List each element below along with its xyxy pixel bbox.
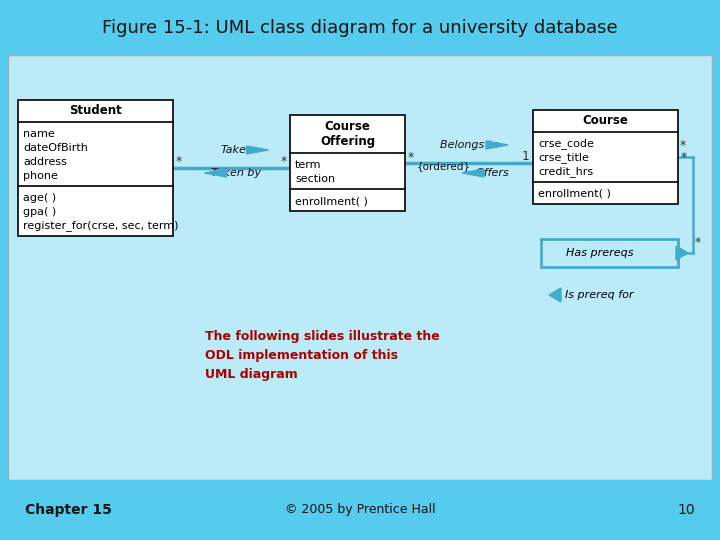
Bar — [18, 100, 173, 236]
Text: *: * — [681, 151, 688, 164]
Text: name: name — [23, 129, 55, 139]
Text: phone: phone — [23, 171, 58, 181]
Text: gpa( ): gpa( ) — [23, 207, 56, 217]
Text: Takes: Takes — [221, 145, 252, 155]
Text: *: * — [281, 156, 287, 168]
Text: Course: Course — [325, 119, 370, 132]
Polygon shape — [549, 288, 561, 302]
Text: Has prereqs: Has prereqs — [566, 248, 634, 258]
Bar — [541, 239, 678, 267]
Text: *: * — [680, 139, 686, 152]
Text: term: term — [295, 160, 322, 170]
Text: 10: 10 — [678, 503, 695, 517]
Text: section: section — [295, 174, 335, 184]
Text: enrollment( ): enrollment( ) — [295, 196, 368, 206]
Text: Offers: Offers — [475, 168, 509, 178]
Text: address: address — [23, 157, 67, 167]
Polygon shape — [246, 146, 269, 154]
Text: enrollment( ): enrollment( ) — [538, 189, 611, 199]
Text: 1: 1 — [522, 151, 530, 164]
Text: Course: Course — [582, 114, 629, 127]
Bar — [0, 0, 720, 55]
Text: Student: Student — [69, 105, 122, 118]
Text: register_for(crse, sec, term): register_for(crse, sec, term) — [23, 220, 179, 232]
Text: age( ): age( ) — [23, 193, 56, 203]
Text: *: * — [695, 236, 701, 249]
Text: Belongs to: Belongs to — [440, 140, 498, 150]
Polygon shape — [486, 141, 508, 149]
Text: *: * — [408, 151, 414, 164]
Text: crse_code: crse_code — [538, 139, 594, 150]
Polygon shape — [676, 246, 688, 260]
Bar — [290, 115, 405, 211]
Text: Is prereq for: Is prereq for — [565, 290, 634, 300]
Text: Figure 15-1: UML class diagram for a university database: Figure 15-1: UML class diagram for a uni… — [102, 19, 618, 37]
Polygon shape — [462, 169, 484, 177]
Bar — [8, 55, 712, 480]
Bar — [533, 110, 678, 204]
Text: *: * — [176, 156, 182, 168]
Text: Taken by: Taken by — [212, 168, 261, 178]
Text: The following slides illustrate the
ODL implementation of this
UML diagram: The following slides illustrate the ODL … — [205, 330, 440, 381]
Polygon shape — [204, 169, 227, 177]
Text: {ordered}: {ordered} — [417, 161, 471, 171]
Text: © 2005 by Prentice Hall: © 2005 by Prentice Hall — [284, 503, 436, 516]
Text: credit_hrs: credit_hrs — [538, 166, 593, 178]
Text: Chapter 15: Chapter 15 — [25, 503, 112, 517]
Text: dateOfBirth: dateOfBirth — [23, 143, 88, 153]
Text: crse_title: crse_title — [538, 152, 589, 164]
Text: Offering: Offering — [320, 136, 375, 148]
Bar — [0, 480, 720, 540]
